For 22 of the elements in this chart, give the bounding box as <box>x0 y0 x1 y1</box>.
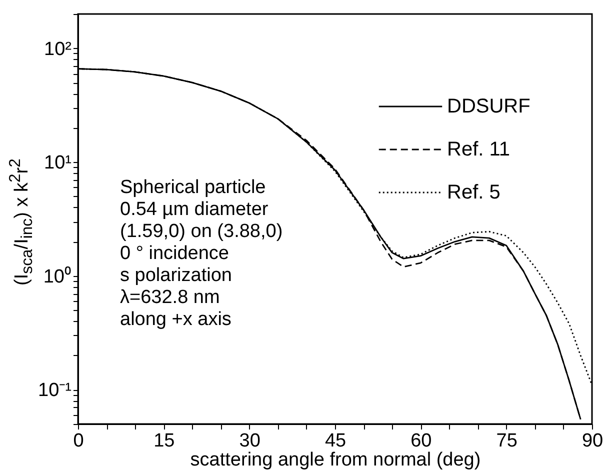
x-tick-label: 90 <box>582 430 603 452</box>
y-tick-label: 10² <box>44 38 72 60</box>
x-tick-label: 45 <box>324 430 346 452</box>
x-tick-label: 30 <box>239 430 260 452</box>
legend-label: Ref. 5 <box>447 182 500 204</box>
y-tick-label: 10¹ <box>44 152 72 174</box>
x-tick-label: 60 <box>410 430 432 452</box>
x-tick-label: 75 <box>496 430 518 452</box>
annotation: 0.54 µm diameter <box>120 199 269 220</box>
annotation: (1.59,0) on (3.88,0) <box>120 221 283 242</box>
x-tick-label: 0 <box>73 430 84 452</box>
annotation: 0 ° incidence <box>120 243 229 264</box>
legend-label: DDSURF <box>447 96 530 118</box>
x-tick-label: 15 <box>154 430 175 452</box>
annotation: along +x axis <box>120 309 232 330</box>
y-tick-label: 10⁻¹ <box>38 380 72 402</box>
y-tick-label: 10⁰ <box>43 265 72 288</box>
legend-label: Ref. 11 <box>447 138 510 160</box>
x-axis-title: scattering angle from normal (deg) <box>190 450 481 470</box>
annotation: s polarization <box>120 265 232 286</box>
annotation: λ=632.8 nm <box>120 287 220 308</box>
annotation: Spherical particle <box>120 177 266 198</box>
